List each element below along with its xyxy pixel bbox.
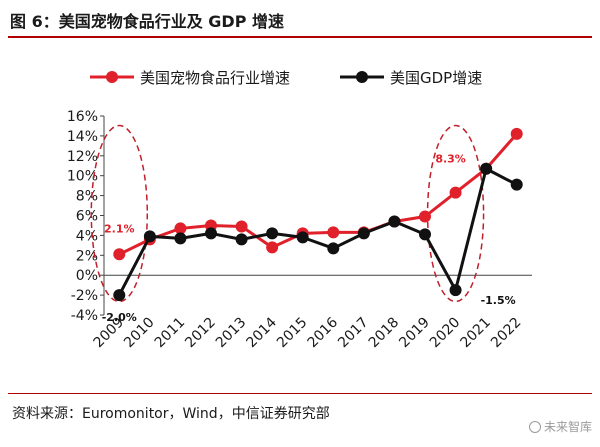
y-tick-label: 12% (67, 149, 98, 165)
data-point (174, 232, 187, 245)
x-tick-label: 2013 (213, 315, 250, 352)
data-point (296, 231, 309, 244)
y-tick-label: 2% (76, 248, 98, 264)
data-point (449, 186, 462, 199)
figure-title: 图 6：美国宠物食品行业及 GDP 增速 (10, 12, 284, 31)
line-chart: -4%-2%0%2%4%6%8%10%12%14%16%200920102011… (67, 69, 532, 352)
legend-label: 美国宠物食品行业增速 (140, 69, 290, 87)
watermark-text: 未来智库 (543, 420, 592, 434)
x-tick-label: 2017 (335, 315, 372, 352)
data-point (235, 233, 248, 246)
x-tick-label: 2019 (396, 315, 433, 352)
data-point (113, 289, 126, 302)
data-label: -1.5% (481, 294, 516, 307)
y-tick-label: 0% (76, 268, 98, 284)
x-tick-label: 2012 (182, 315, 219, 352)
y-tick-label: -4% (71, 308, 98, 324)
data-point (449, 284, 462, 297)
x-tick-label: 2018 (366, 315, 403, 352)
data-point (266, 227, 279, 240)
data-point (510, 178, 523, 191)
data-point (327, 226, 340, 239)
y-tick-label: 4% (76, 228, 98, 244)
data-label: 2.1% (104, 222, 135, 235)
watermark: 未来智库 (528, 418, 592, 435)
data-point (357, 227, 370, 240)
legend-marker (356, 71, 368, 83)
data-point (113, 248, 126, 261)
data-point (205, 227, 217, 240)
y-tick-label: 10% (67, 169, 98, 185)
bottom-rule (8, 393, 592, 394)
source-note: 资料来源：Euromonitor，Wind，中信证券研究部 (12, 406, 330, 422)
x-tick-label: 2014 (243, 314, 280, 351)
watermark-logo-icon (528, 420, 541, 433)
data-point (419, 210, 431, 223)
top-rule (8, 36, 592, 38)
x-tick-label: 2011 (152, 315, 189, 352)
data-point (143, 230, 156, 243)
x-tick-label: 2016 (305, 314, 342, 351)
x-tick-label: 2021 (457, 315, 494, 352)
data-label: 8.3% (435, 153, 466, 166)
data-point (235, 220, 248, 233)
data-point (388, 215, 401, 228)
x-tick-label: 2015 (274, 315, 311, 352)
y-tick-label: 8% (76, 189, 98, 205)
y-tick-label: 14% (67, 129, 98, 145)
x-tick-label: 2020 (427, 315, 464, 352)
data-point (419, 228, 431, 241)
legend-marker (106, 71, 118, 83)
y-tick-label: 16% (67, 109, 98, 125)
data-point (174, 222, 187, 235)
data-point (266, 241, 279, 254)
highlight-ellipse (90, 124, 149, 303)
data-point (327, 242, 340, 255)
data-point (510, 127, 523, 140)
x-tick-label: 2022 (488, 315, 525, 352)
data-point (480, 162, 493, 175)
legend-label: 美国GDP增速 (390, 69, 482, 87)
y-tick-label: 6% (76, 209, 98, 225)
data-label: -2.0% (102, 311, 137, 324)
y-tick-label: -2% (71, 288, 98, 304)
